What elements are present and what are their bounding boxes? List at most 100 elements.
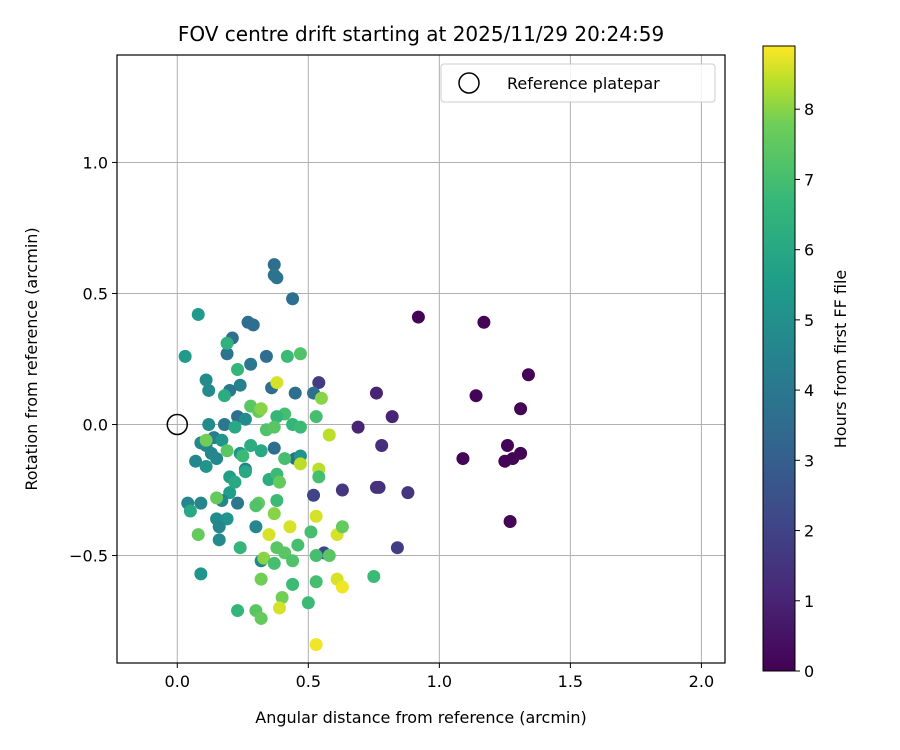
data-point-87	[293, 420, 307, 434]
colorbar-tick-label: 4	[804, 381, 814, 400]
data-point-10	[503, 514, 517, 528]
data-point-132	[367, 570, 381, 584]
colorbar-tick-label: 6	[804, 241, 814, 260]
data-point-11	[385, 410, 399, 424]
x-tick-label: 1.5	[558, 672, 583, 691]
data-point-124	[335, 520, 349, 534]
data-point-14	[375, 438, 389, 452]
colorbar-label: Hours from first FF file	[831, 270, 850, 449]
data-point-72	[191, 307, 205, 321]
data-point-1	[477, 315, 491, 329]
data-point-73	[220, 336, 234, 350]
data-point-70	[194, 567, 208, 581]
data-point-65	[220, 512, 234, 526]
data-point-106	[210, 491, 224, 505]
data-point-26	[286, 292, 300, 306]
data-point-17	[401, 486, 415, 500]
data-point-118	[278, 546, 292, 560]
grid	[117, 55, 725, 663]
data-point-119	[286, 554, 300, 568]
y-axis-ticks: −0.5 0.0 0.5 1.0	[69, 153, 117, 566]
data-point-80	[309, 410, 323, 424]
data-point-63	[183, 504, 197, 518]
data-point-18	[335, 483, 349, 497]
data-point-19	[390, 541, 404, 555]
data-point-93	[220, 444, 234, 458]
x-tick-label: 2.0	[689, 672, 714, 691]
data-point-40	[202, 418, 216, 432]
x-tick-label: 1.0	[427, 672, 452, 691]
data-point-128	[286, 577, 300, 591]
data-point-134	[301, 596, 315, 610]
data-point-2	[521, 368, 535, 382]
data-point-68	[212, 533, 226, 547]
data-point-25	[270, 271, 284, 285]
data-point-116	[233, 541, 247, 555]
data-point-110	[267, 507, 281, 521]
data-point-94	[236, 449, 250, 463]
data-point-113	[283, 520, 297, 534]
data-point-5	[500, 438, 514, 452]
data-point-74	[231, 362, 245, 376]
data-point-112	[304, 525, 318, 539]
y-tick-label: 0.0	[83, 416, 108, 435]
x-tick-label: 0.5	[296, 672, 321, 691]
y-tick-label: −0.5	[69, 547, 108, 566]
data-point-51	[215, 433, 229, 447]
data-point-47	[189, 454, 203, 468]
colorbar-tick-label: 8	[804, 100, 814, 119]
data-point-12	[369, 386, 383, 400]
data-point-79	[314, 391, 328, 405]
data-point-85	[270, 410, 284, 424]
data-point-84	[254, 402, 268, 416]
data-point-34	[288, 386, 302, 400]
data-point-3	[469, 389, 483, 403]
data-point-120	[291, 538, 305, 552]
data-point-32	[244, 357, 258, 371]
data-point-103	[272, 475, 286, 489]
data-point-60	[231, 496, 245, 510]
y-tick-label: 1.0	[83, 153, 108, 172]
data-point-98	[293, 457, 307, 471]
data-point-126	[267, 556, 281, 570]
data-point-129	[309, 575, 323, 589]
data-point-76	[280, 349, 294, 363]
colorbar-tick-label: 2	[804, 522, 814, 541]
legend-label: Reference platepar	[507, 74, 660, 93]
data-point-16	[369, 480, 383, 494]
data-point-100	[312, 470, 326, 484]
data-point-43	[238, 412, 252, 426]
data-point-131	[335, 580, 349, 594]
data-point-104	[238, 465, 252, 479]
data-point-125	[257, 551, 271, 565]
chart-title: FOV centre drift starting at 2025/11/29 …	[178, 22, 664, 46]
data-point-109	[270, 494, 284, 508]
data-point-66	[212, 520, 226, 534]
x-tick-label: 0.0	[165, 672, 190, 691]
data-point-39	[202, 383, 216, 397]
data-point-137	[272, 601, 286, 615]
data-point-36	[233, 378, 247, 392]
legend-box	[440, 63, 716, 103]
colorbar-tick-label: 1	[804, 592, 814, 611]
data-point-8	[498, 454, 512, 468]
data-point-21	[307, 488, 321, 502]
data-point-62	[194, 496, 208, 510]
data-point-89	[267, 420, 281, 434]
data-point-38	[199, 373, 213, 387]
y-axis-label: Rotation from reference (arcmin)	[22, 227, 41, 490]
data-point-42	[217, 418, 231, 432]
data-point-20	[312, 376, 326, 390]
data-point-28	[246, 318, 260, 332]
data-point-31	[220, 347, 234, 361]
data-point-122	[322, 549, 336, 563]
x-axis-label: Angular distance from reference (arcmin)	[255, 708, 586, 727]
data-point-138	[254, 611, 268, 625]
colorbar-tick-label: 5	[804, 311, 814, 330]
data-point-92	[199, 433, 213, 447]
data-point-139	[309, 638, 323, 652]
data-point-97	[278, 452, 292, 466]
colorbar-tick-label: 0	[804, 662, 814, 681]
data-point-135	[231, 604, 245, 618]
